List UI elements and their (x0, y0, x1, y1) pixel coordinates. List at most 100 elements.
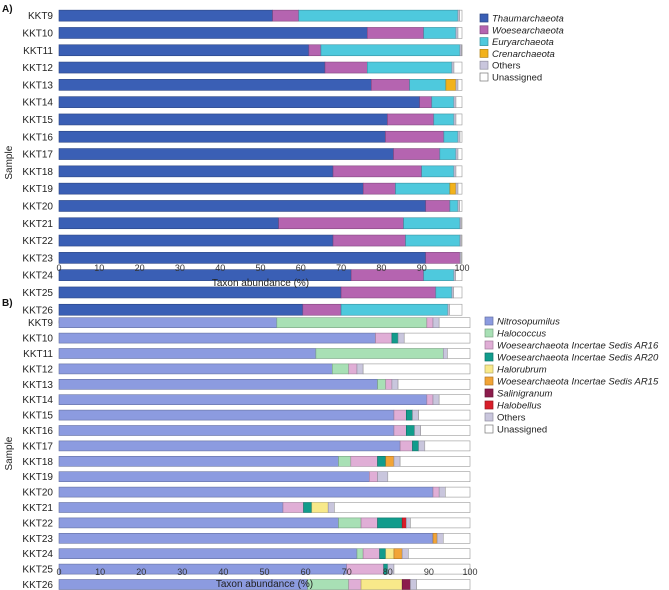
bar-segment-woesearchaeota-incertae-sedis-ar20 (405, 425, 415, 436)
category-label: KKT20 (22, 488, 53, 499)
bar-segment-woesearchaeota (371, 79, 410, 91)
x-tick-label: 80 (376, 263, 386, 273)
legend-swatch (479, 60, 489, 70)
bar-segment-woesearchaeota-incertae-sedis-ar16 (348, 579, 362, 590)
bar-row-kkt13: KKT13 (22, 79, 463, 91)
bar-segment-woesearchaeota-incertae-sedis-ar16 (346, 563, 384, 575)
x-tick-label: 90 (417, 263, 427, 273)
bar-segment-woesearchaeota (425, 200, 451, 212)
bar-segment-crenarchaeota (449, 182, 457, 195)
chart-panel-a: A) KKT9 KKT10 KKT11 KKT12 KKT13 KKT14 KKT15 KKT1… (2, 4, 564, 324)
bar-segment-nitrosopumilus (58, 440, 401, 452)
legend-label: Woesearchaeota (492, 25, 564, 36)
x-tick-label: 10 (94, 263, 104, 273)
category-label: KKT23 (22, 534, 53, 545)
x-tick-label: 50 (255, 263, 265, 273)
bar-row-kkt24: KKT24 (22, 548, 471, 560)
category-label: KKT21 (22, 219, 53, 230)
category-label: KKT23 (22, 253, 53, 264)
y-axis-title: Sample (4, 436, 15, 470)
legend-swatch (484, 412, 494, 422)
bar-segment-unassigned (455, 96, 463, 108)
bar-row-kkt23: KKT23 (22, 532, 471, 545)
legend-item: Thaumarchaeota (479, 14, 564, 25)
bar-segment-others (377, 471, 389, 483)
legend-item: Halococcus (484, 329, 546, 340)
legend-label: Unassigned (497, 425, 547, 436)
legend-swatch (479, 49, 489, 58)
bar-segment-nitrosopumilus (58, 425, 395, 436)
bar-segment-others (455, 148, 459, 160)
legend-item: Woesearchaeota Incertae Sedis AR16 (484, 341, 659, 352)
chart-panel-b: B) KKT9 KKT10 KKT11 KKT12 KKT13 KKT14 KKT15 KKT1… (2, 298, 659, 590)
legend-swatch (484, 376, 494, 386)
legend-item: Woesearchaeota Incertae Sedis AR15 (484, 376, 659, 388)
legend-swatch (479, 37, 489, 46)
bar-segment-unassigned (442, 532, 471, 544)
bar-segment-euryarchaeota (340, 303, 449, 316)
bar-segment-euryarchaeota (421, 165, 455, 178)
legend-swatch (484, 316, 494, 326)
x-tick-label: 100 (454, 263, 469, 273)
x-tick-label: 40 (218, 567, 228, 577)
bar-row-kkt15: KKT15 (22, 409, 471, 422)
bar-segment-crenarchaeota (445, 79, 457, 91)
bar-segment-unassigned (460, 217, 463, 230)
legend-label: Others (497, 413, 526, 424)
category-label: KKT17 (22, 441, 53, 452)
bar-segment-woesearchaeota (332, 234, 406, 247)
bar-segment-unassigned (447, 348, 471, 359)
category-label: KKT11 (23, 46, 53, 57)
legend-item: Nitrosopumilus (484, 316, 560, 328)
bar-segment-woesearchaeota (308, 44, 322, 57)
bar-segment-unassigned (416, 579, 471, 590)
legend-label: Unassigned (492, 73, 542, 84)
x-axis-title: Taxon abundance (%) (216, 579, 313, 590)
bar-row-kkt10: KKT10 (22, 27, 463, 39)
bar-segment-woesearchaeota-incertae-sedis-ar16 (426, 394, 434, 406)
bar-segment-thaumarchaeota (58, 44, 310, 57)
x-tick-label: 0 (56, 567, 61, 577)
bar-row-kkt25: KKT25 (22, 286, 463, 299)
bar-segment-unassigned (418, 409, 471, 421)
bar-segment-woesearchaeota-incertae-sedis-ar20 (379, 548, 387, 560)
bar-segment-nitrosopumilus (58, 378, 378, 390)
bar-segment-others (457, 130, 461, 143)
x-tick-label: 60 (296, 263, 306, 273)
bar-segment-halococcus (315, 348, 444, 359)
x-tick-label: 30 (175, 263, 185, 273)
bar-segment-thaumarchaeota (58, 9, 273, 22)
bar-segment-thaumarchaeota (58, 200, 427, 212)
bar-segment-halococcus (307, 579, 350, 590)
category-label: KKT19 (22, 184, 53, 195)
legend-label: Thaumarchaeota (492, 14, 564, 25)
bar-segment-others (397, 332, 405, 344)
bar-segment-nitrosopumilus (58, 409, 395, 421)
bar-row-kkt15: KKT15 (22, 113, 463, 126)
bar-segment-euryarchaeota (449, 200, 459, 212)
bar-segment-unassigned (453, 286, 463, 299)
legend-swatch (484, 424, 494, 434)
y-axis-title: Sample (4, 145, 15, 179)
bar-row-kkt18: KKT18 (22, 165, 463, 178)
bar-segment-others (442, 348, 448, 359)
bar-segment-woesearchaeota-incertae-sedis-ar16 (385, 378, 393, 390)
bar-row-kkt22: KKT22 (22, 234, 463, 247)
bar-segment-others (391, 378, 399, 390)
category-label: KKT15 (22, 115, 53, 126)
bar-segment-euryarchaeota (431, 96, 455, 108)
legend-item: Woesearchaeota Incertae Sedis AR20 (484, 353, 659, 364)
bar-segment-unassigned (459, 9, 463, 22)
x-tick-label: 80 (383, 567, 393, 577)
x-axis-title: Taxon abundance (%) (212, 278, 309, 289)
bar-segment-nitrosopumilus (58, 517, 339, 529)
bar-row-kkt13: KKT13 (22, 378, 471, 391)
bar-segment-unassigned (424, 440, 471, 452)
legend-label: Salinigranum (497, 389, 553, 400)
x-tick-label: 0 (56, 263, 61, 273)
bar-segment-woesearchaeota (272, 9, 300, 22)
bar-segment-thaumarchaeota (58, 234, 334, 247)
category-label: KKT25 (22, 565, 53, 576)
bar-segment-woesearchaeota (366, 27, 425, 39)
